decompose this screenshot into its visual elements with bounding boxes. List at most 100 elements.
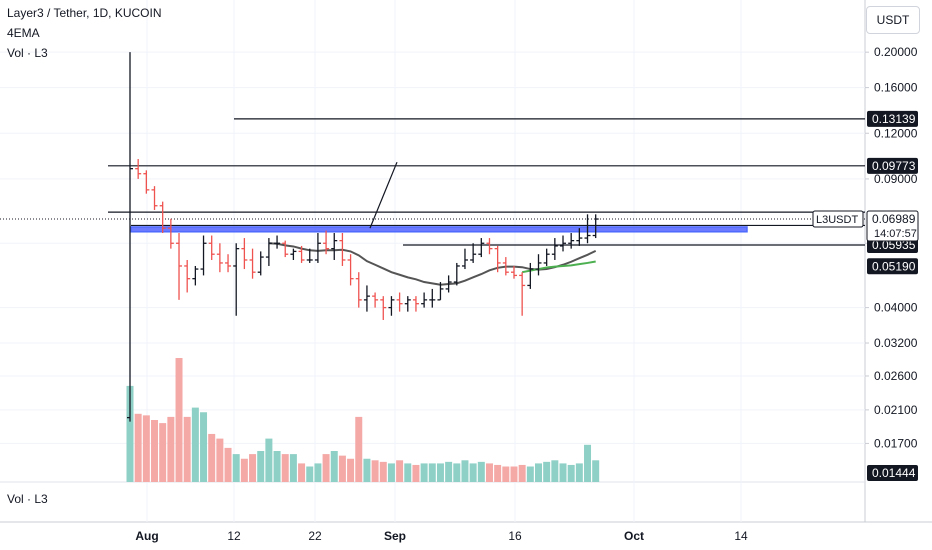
- candle: [274, 235, 281, 249]
- volume-pane-label[interactable]: Vol · L3: [7, 492, 48, 506]
- volume-bar: [134, 413, 142, 482]
- volume-bar: [584, 444, 592, 482]
- volume-bar: [232, 454, 240, 482]
- candle: [306, 248, 313, 263]
- candle: [135, 159, 142, 179]
- candle: [437, 282, 444, 301]
- time-tick-label: 12: [227, 529, 241, 543]
- volume-bar: [404, 463, 412, 482]
- candle: [478, 238, 485, 258]
- drawing-tools: [0, 118, 865, 246]
- bar-countdown: 14:07:57: [874, 228, 917, 240]
- volume-bar: [298, 463, 306, 482]
- volume-indicator-label[interactable]: Vol · L3: [7, 46, 48, 60]
- volume-bar: [559, 463, 567, 482]
- candle: [372, 292, 379, 308]
- candle: [143, 170, 150, 194]
- volume-bar: [461, 460, 469, 482]
- volume-bar: [428, 463, 436, 482]
- volume-bar: [224, 447, 232, 482]
- candle: [127, 52, 133, 422]
- volume-bar: [502, 466, 510, 482]
- volume-bar: [363, 458, 371, 482]
- volume-bar: [289, 454, 297, 482]
- volume-bar: [216, 438, 224, 482]
- candle: [510, 265, 517, 279]
- candle: [576, 228, 583, 246]
- price-level-tag-text: 0.05190: [872, 259, 916, 273]
- symbol-title[interactable]: Layer3 / Tether, 1D, KUCOIN: [7, 6, 162, 20]
- volume-bar: [420, 463, 428, 482]
- candle: [200, 235, 207, 276]
- candle: [192, 265, 199, 286]
- candle: [396, 292, 403, 312]
- candle: [429, 288, 436, 308]
- price-tick-label: 0.04000: [874, 301, 918, 315]
- symbol-tag-text: L3USDT: [816, 214, 858, 226]
- candle: [494, 245, 501, 273]
- volume-bar: [347, 458, 355, 482]
- candle: [363, 285, 370, 312]
- volume-bar: [208, 433, 216, 482]
- candle: [265, 238, 272, 266]
- volume-bar: [526, 466, 534, 482]
- price-level-tag[interactable]: [867, 157, 918, 174]
- price-level-tag-text: 0.13139: [872, 112, 916, 126]
- price-level-tag[interactable]: [867, 258, 918, 275]
- candle: [453, 262, 460, 286]
- candle: [527, 262, 534, 289]
- price-tick-label: 0.16000: [874, 81, 918, 95]
- volume-bar: [265, 438, 273, 482]
- volume-bar: [306, 466, 314, 482]
- volume-bar: [510, 466, 518, 482]
- price-tick-label: 0.01700: [874, 436, 918, 450]
- volume-bar: [396, 460, 404, 482]
- support-zone-rectangle[interactable]: [130, 226, 748, 233]
- ema-slow-line: [521, 260, 596, 274]
- time-axis: Aug 12 22 Sep 16 Oct 14: [135, 529, 748, 543]
- candle: [282, 240, 289, 258]
- price-tick-label: 0.12000: [874, 126, 918, 140]
- volume-bar: [175, 358, 183, 482]
- volume-bars: [126, 358, 600, 482]
- volume-bar: [159, 423, 167, 482]
- volume-bar: [592, 460, 600, 482]
- candle: [543, 248, 550, 266]
- last-price-tag[interactable]: [866, 210, 919, 242]
- time-tick-label: 16: [508, 529, 522, 543]
- volume-bar: [436, 463, 444, 482]
- volume-bar: [167, 416, 175, 482]
- volume-bar: [257, 451, 265, 482]
- currency-unit-button[interactable]: USDT: [866, 6, 920, 34]
- candle: [404, 296, 411, 312]
- candle: [560, 235, 567, 252]
- volume-bar: [412, 464, 420, 482]
- candle: [159, 201, 166, 234]
- volume-bar: [575, 463, 583, 482]
- ema-indicator-label[interactable]: 4EMA: [7, 26, 40, 40]
- candle: [151, 186, 158, 210]
- trend-line[interactable]: [369, 161, 398, 229]
- candle: [355, 272, 362, 308]
- volume-bar: [379, 461, 387, 482]
- volume-bar: [477, 461, 485, 482]
- candle: [421, 292, 428, 308]
- volume-bar: [494, 464, 502, 482]
- candle: [290, 248, 297, 260]
- price-level-tag[interactable]: [867, 465, 918, 481]
- volume-bar: [151, 420, 159, 482]
- time-tick-label: Oct: [624, 529, 644, 543]
- volume-bar: [126, 385, 134, 482]
- candle: [249, 248, 256, 279]
- price-tick-label: 0.20000: [874, 45, 918, 59]
- price-level-tag[interactable]: [867, 110, 918, 127]
- candle: [176, 233, 183, 300]
- candle: [445, 275, 452, 293]
- volume-bar: [338, 455, 346, 482]
- candle: [380, 296, 387, 320]
- symbol-tag-box[interactable]: [812, 210, 864, 228]
- candle: [208, 235, 215, 260]
- candle: [216, 243, 223, 273]
- candle: [184, 259, 191, 293]
